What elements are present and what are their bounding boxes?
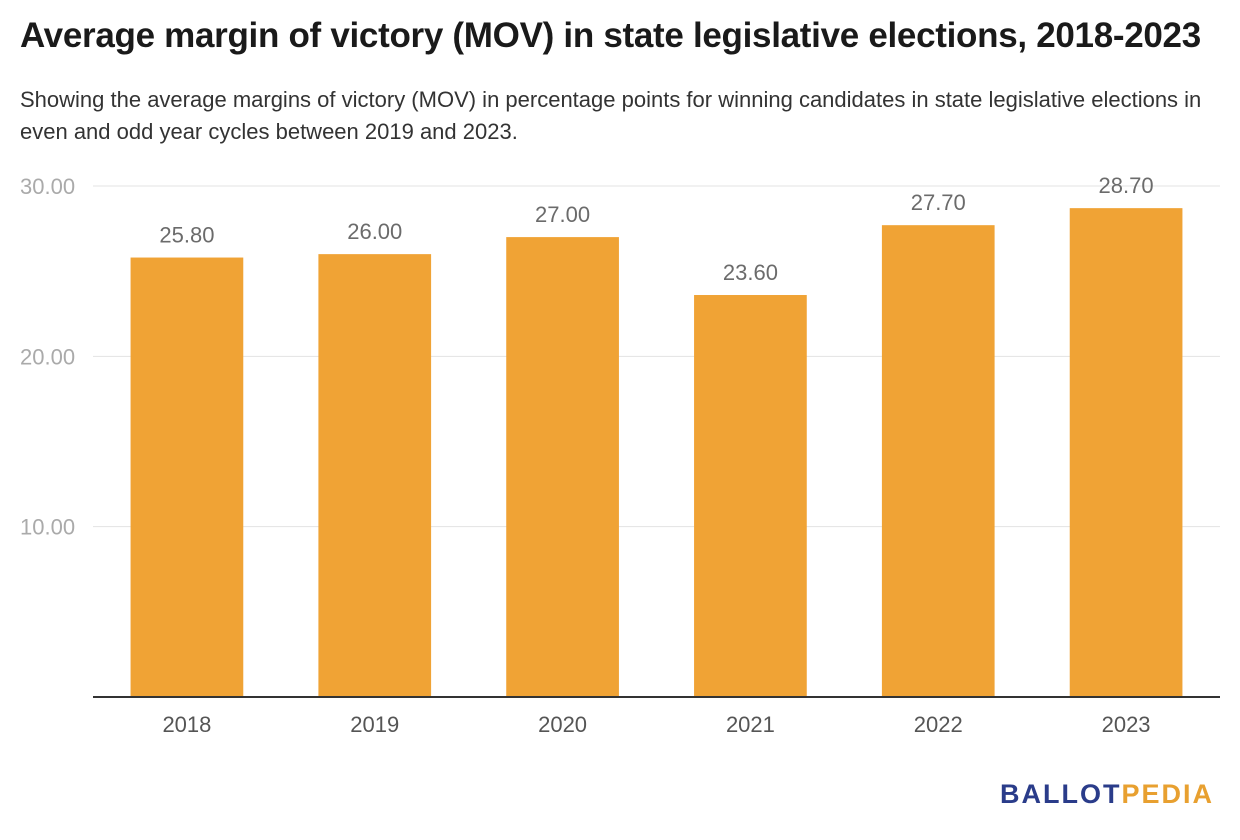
x-tick-label-2023: 2023 (1102, 712, 1151, 737)
gridlines (93, 185, 1220, 528)
y-tick-label: 30.00 (20, 174, 75, 199)
x-tick-label-2018: 2018 (162, 712, 211, 737)
x-tick-label-2021: 2021 (726, 712, 775, 737)
bar-2019 (318, 254, 432, 697)
value-label-2021: 23.60 (723, 260, 778, 285)
bar-2021 (694, 295, 807, 697)
logo-text-ballot: BALLOT (999, 779, 1122, 809)
y-axis-ticks: 10.00 20.00 30.00 (20, 174, 75, 540)
bar-2022 (881, 225, 995, 697)
logo-text-pedia: PEDIA (1121, 779, 1214, 809)
bar-2018 (130, 257, 244, 697)
y-tick-label: 10.00 (20, 515, 75, 540)
bar-2020 (506, 237, 619, 697)
x-tick-label-2022: 2022 (914, 712, 963, 737)
value-labels: 25.80 26.00 27.00 23.60 27.70 28.70 (159, 173, 1153, 285)
chart-title: Average margin of victory (MOV) in state… (20, 16, 1201, 55)
bars (130, 208, 1183, 698)
y-tick-label: 20.00 (20, 344, 75, 369)
x-axis-ticks: 2018 2019 2020 2021 2022 2023 (162, 712, 1150, 737)
x-tick-label-2019: 2019 (350, 712, 399, 737)
value-label-2022: 27.70 (911, 190, 966, 215)
value-label-2023: 28.70 (1099, 173, 1154, 198)
value-label-2018: 25.80 (159, 223, 214, 248)
value-label-2019: 26.00 (347, 219, 402, 244)
bar-2023 (1069, 208, 1183, 698)
chart-subtitle: Showing the average margins of victory (… (20, 87, 1202, 144)
x-tick-label-2020: 2020 (538, 712, 587, 737)
value-label-2020: 27.00 (535, 202, 590, 227)
ballotpedia-logo: BALLOTPEDIA (1000, 779, 1214, 810)
